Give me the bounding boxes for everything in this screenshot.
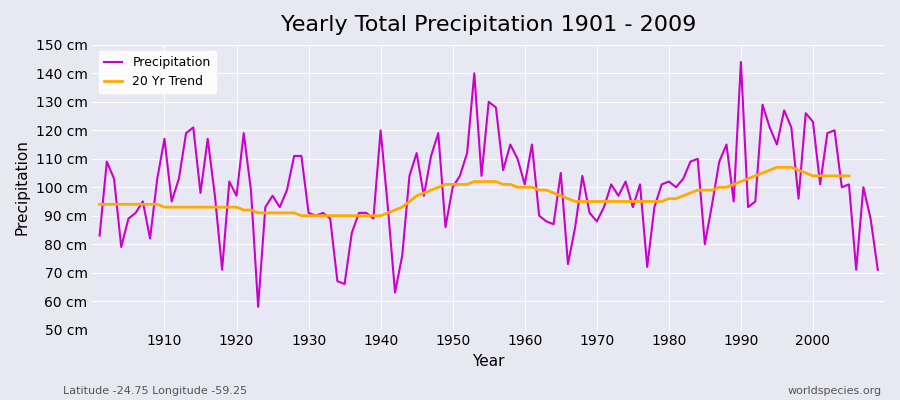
Line: Precipitation: Precipitation bbox=[100, 62, 878, 307]
Y-axis label: Precipitation: Precipitation bbox=[15, 139, 30, 235]
Precipitation bbox=[872, 267, 883, 272]
Precipitation bbox=[253, 304, 264, 309]
20 Yr Trend bbox=[390, 208, 400, 212]
20 Yr Trend bbox=[102, 202, 112, 207]
Precipitation bbox=[519, 182, 530, 187]
Line: 20 Yr Trend: 20 Yr Trend bbox=[100, 167, 849, 216]
20 Yr Trend bbox=[649, 199, 660, 204]
20 Yr Trend bbox=[94, 202, 105, 207]
Precipitation bbox=[318, 210, 328, 215]
Text: worldspecies.org: worldspecies.org bbox=[788, 386, 882, 396]
Title: Yearly Total Precipitation 1901 - 2009: Yearly Total Precipitation 1901 - 2009 bbox=[281, 15, 697, 35]
20 Yr Trend bbox=[426, 188, 436, 192]
Text: Latitude -24.75 Longitude -59.25: Latitude -24.75 Longitude -59.25 bbox=[63, 386, 248, 396]
20 Yr Trend bbox=[296, 213, 307, 218]
20 Yr Trend bbox=[642, 199, 652, 204]
Precipitation bbox=[735, 60, 746, 64]
Legend: Precipitation, 20 Yr Trend: Precipitation, 20 Yr Trend bbox=[99, 51, 216, 93]
Precipitation bbox=[94, 233, 105, 238]
Precipitation bbox=[613, 193, 624, 198]
Precipitation bbox=[361, 210, 372, 215]
Precipitation bbox=[152, 176, 163, 181]
Precipitation bbox=[526, 142, 537, 147]
20 Yr Trend bbox=[843, 174, 854, 178]
20 Yr Trend bbox=[771, 165, 782, 170]
X-axis label: Year: Year bbox=[472, 354, 505, 369]
20 Yr Trend bbox=[195, 205, 206, 210]
